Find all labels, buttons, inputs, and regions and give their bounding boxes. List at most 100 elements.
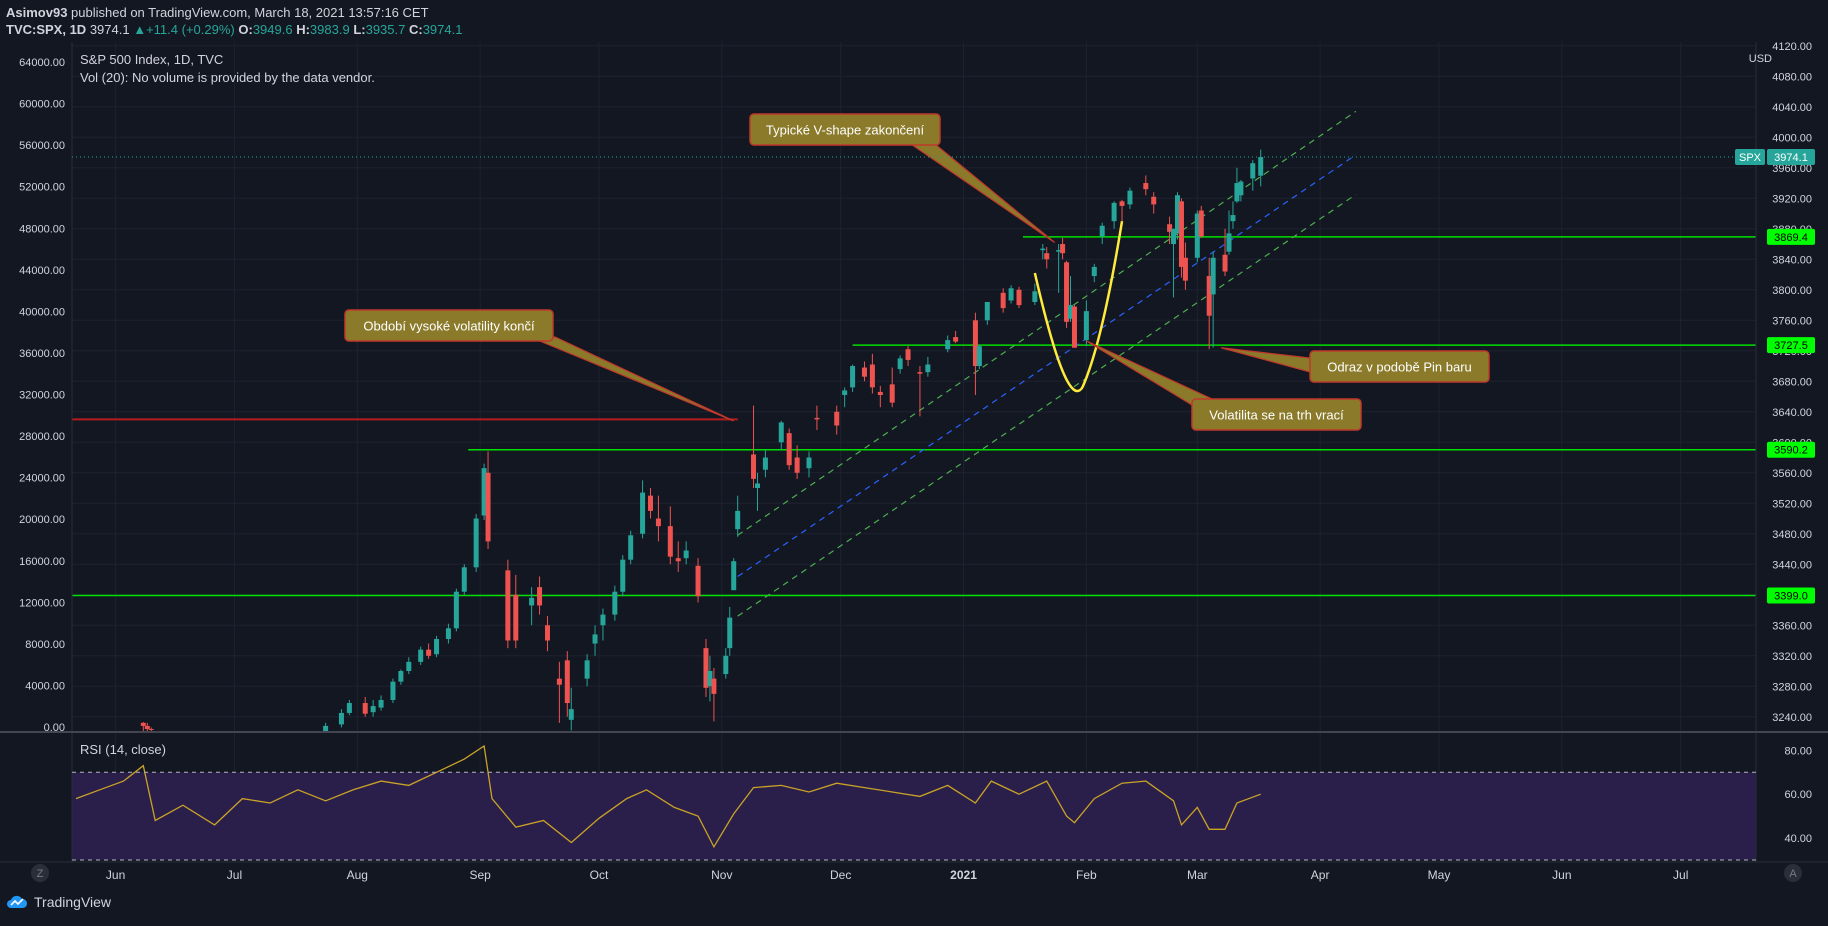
- auto-scale-button-label: A: [1789, 868, 1797, 880]
- right-tick-label: 3240.00: [1772, 712, 1812, 724]
- candle-body: [1127, 191, 1132, 205]
- right-tick-label: 3520.00: [1772, 498, 1812, 510]
- candle-body: [925, 365, 930, 373]
- left-tick-label: 48000.00: [19, 223, 65, 235]
- candle-body: [779, 422, 784, 442]
- right-tick-label: 3800.00: [1772, 285, 1812, 297]
- candle-body: [454, 592, 459, 629]
- candle-body: [1100, 226, 1105, 237]
- rsi-tick-label: 40.00: [1784, 833, 1812, 845]
- candle-body: [711, 679, 716, 694]
- candle-body: [593, 634, 598, 643]
- x-tick-label: May: [1428, 868, 1451, 882]
- x-tick-label: Mar: [1187, 868, 1208, 882]
- zoom-button-label: Z: [37, 868, 44, 880]
- candle-body: [755, 483, 760, 488]
- ohlc-line: TVC:SPX, 1D 3974.1 ▲+11.4 (+0.29%) O:394…: [6, 22, 462, 37]
- volume-note: Vol (20): No volume is provided by the d…: [80, 70, 375, 85]
- left-tick-label: 12000.00: [19, 597, 65, 609]
- right-tick-label: 3920.00: [1772, 193, 1812, 205]
- candle-body: [406, 662, 411, 671]
- candle-body: [462, 567, 467, 591]
- candle-body: [1151, 197, 1156, 205]
- candle-body: [1179, 201, 1184, 267]
- candle-body: [434, 639, 439, 654]
- candle-body: [486, 473, 491, 542]
- left-tick-label: 20000.00: [19, 514, 65, 526]
- candle-body: [545, 625, 550, 640]
- close-label: C:: [409, 22, 423, 37]
- publish-text: published on TradingView.com, March 18, …: [71, 5, 428, 20]
- right-axis[interactable]: 4120.00 4080.00 4040.00 4000.00 3960.00 3920.…: [1772, 41, 1812, 724]
- candle-body: [735, 511, 740, 529]
- tradingview-wordmark: TradingView: [34, 894, 111, 910]
- candle-body: [371, 706, 376, 712]
- candle-body: [814, 418, 819, 420]
- candle-body: [505, 570, 510, 640]
- candle-body: [446, 628, 451, 639]
- candle-body: [1183, 258, 1188, 281]
- header-bar: Asimov93 published on TradingView.com, M…: [0, 0, 1828, 42]
- candle-body: [1250, 163, 1255, 178]
- x-tick-label: Feb: [1076, 868, 1097, 882]
- candle-body: [763, 458, 768, 470]
- candle-body: [977, 346, 982, 366]
- candle-body: [1032, 291, 1037, 302]
- candle-body: [363, 703, 368, 714]
- open-value: 3949.6: [253, 22, 293, 37]
- right-tick-label: 3640.00: [1772, 407, 1812, 419]
- left-tick-label: 60000.00: [19, 99, 65, 111]
- right-tick-label: 3320.00: [1772, 651, 1812, 663]
- candle-body: [953, 337, 958, 342]
- publisher-name[interactable]: Asimov93: [6, 5, 67, 20]
- candle-body: [474, 519, 479, 568]
- candle-body: [656, 519, 661, 527]
- left-tick-label: 56000.00: [19, 140, 65, 152]
- candle-body: [1199, 210, 1204, 236]
- left-tick-label: 0.00: [44, 722, 65, 734]
- price-change: +11.4 (+0.29%): [146, 22, 235, 37]
- callout-text: Volatilita se na trh vrací: [1209, 408, 1344, 423]
- left-tick-label: 28000.00: [19, 431, 65, 443]
- right-tick-label: 3680.00: [1772, 376, 1812, 388]
- rsi-tick-label: 60.00: [1784, 789, 1812, 801]
- candle-body: [145, 726, 150, 729]
- price-tag-label: 3590.2: [1774, 445, 1808, 457]
- x-tick-label: Apr: [1311, 868, 1330, 882]
- right-tick-label: 3280.00: [1772, 681, 1812, 693]
- candle-body: [557, 679, 562, 685]
- candle-body: [1009, 288, 1014, 300]
- candle-body: [1120, 201, 1125, 206]
- x-tick-label: Aug: [347, 868, 368, 882]
- candle-body: [870, 365, 875, 388]
- right-tick-label: 3560.00: [1772, 468, 1812, 480]
- x-tick-label: Jun: [1552, 868, 1571, 882]
- x-tick-label: Dec: [830, 868, 851, 882]
- rsi-label: RSI (14, close): [80, 742, 166, 757]
- candle-body: [906, 349, 911, 360]
- candle-body: [985, 302, 990, 320]
- candle-body: [1044, 253, 1049, 259]
- candle-body: [640, 493, 645, 534]
- open-label: O:: [238, 22, 252, 37]
- left-tick-label: 32000.00: [19, 390, 65, 402]
- candle-body: [890, 384, 895, 402]
- candle-body: [1017, 290, 1022, 305]
- left-tick-label: 4000.00: [25, 680, 65, 692]
- right-tick-label: 4080.00: [1772, 71, 1812, 83]
- symbol-line[interactable]: TVC:SPX, 1D: [6, 22, 86, 37]
- last-price: 3974.1: [90, 22, 130, 37]
- candle-body: [1230, 215, 1235, 221]
- right-tick-label: 3840.00: [1772, 254, 1812, 266]
- candle-body: [1238, 182, 1243, 196]
- candle-body: [537, 587, 542, 605]
- tradingview-logo[interactable]: TradingView: [6, 894, 111, 910]
- zoom-button[interactable]: Z: [31, 864, 49, 882]
- candle-body: [684, 551, 689, 559]
- left-tick-label: 8000.00: [25, 639, 65, 651]
- high-label: H:: [296, 22, 310, 37]
- candle-body: [390, 682, 395, 700]
- auto-scale-button[interactable]: A: [1784, 864, 1802, 882]
- x-tick-label: Jul: [227, 868, 242, 882]
